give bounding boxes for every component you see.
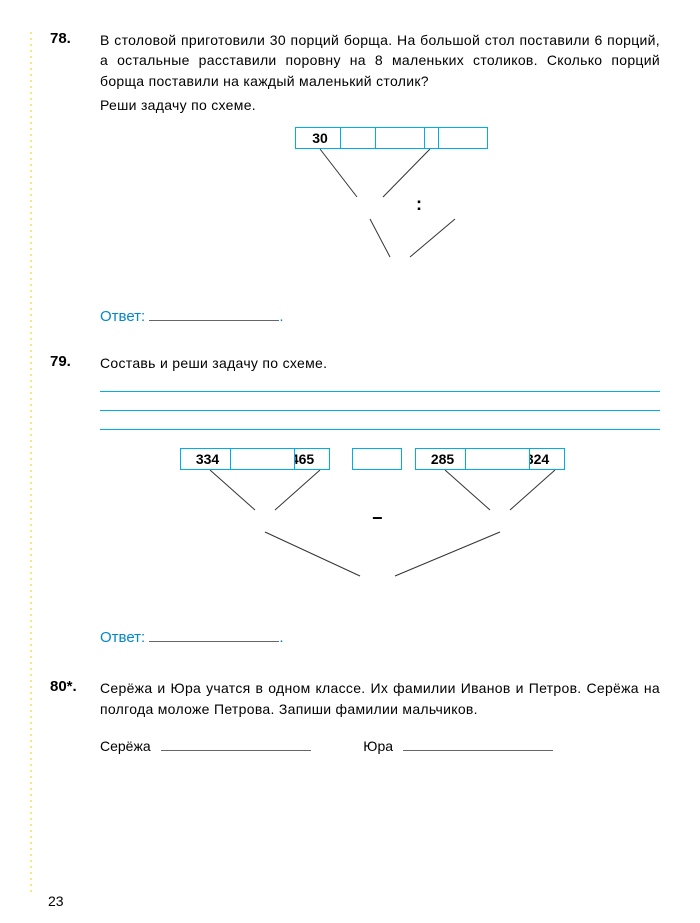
answer-blank[interactable] <box>149 628 279 642</box>
write-line-3[interactable] <box>100 429 660 430</box>
answer-row: Ответ: . <box>100 307 660 325</box>
problem-body: Серёжа и Юра учатся в одном классе. Их ф… <box>100 678 660 754</box>
diagram-78: 30 − : <box>240 127 520 297</box>
period: . <box>279 629 283 646</box>
diagram-lines <box>240 127 520 297</box>
problem-number: 79. <box>50 353 100 370</box>
name1-blank[interactable] <box>161 737 311 751</box>
problem-80: 80*. Серёжа и Юра учатся в одном классе.… <box>50 678 660 754</box>
problem-text: В столовой приготовили 30 порций борща. … <box>100 30 660 91</box>
answer-label: Ответ: <box>100 629 145 646</box>
binding-dots <box>30 30 32 893</box>
name2-label: Юра <box>363 738 393 754</box>
write-line-2[interactable] <box>100 410 660 411</box>
problem-79: 79. Составь и реши задачу по схеме. 334 … <box>50 353 660 646</box>
name2-blank[interactable] <box>403 737 553 751</box>
box-a[interactable]: 30 <box>295 127 345 149</box>
box-g[interactable] <box>352 448 402 470</box>
problem-78: 78. В столовой приготовили 30 порций бор… <box>50 30 660 325</box>
problem-number: 78. <box>50 30 100 47</box>
diagram-lines <box>160 448 600 618</box>
problem-text: Серёжа и Юра учатся в одном классе. Их ф… <box>100 678 660 719</box>
box-c[interactable]: 285 <box>415 448 470 470</box>
box-e[interactable] <box>375 127 425 149</box>
answer-row: Ответ: . <box>100 628 660 646</box>
op-divide: : <box>416 194 422 215</box>
box-e[interactable] <box>230 448 295 470</box>
box-f[interactable] <box>465 448 530 470</box>
problem-text: Составь и реши задачу по схеме. <box>100 353 660 373</box>
answer-blank[interactable] <box>149 307 279 321</box>
page-content: 78. В столовой приготовили 30 порций бор… <box>0 0 700 784</box>
box-a[interactable]: 334 <box>180 448 235 470</box>
names-row: Серёжа Юра <box>100 737 660 754</box>
op-minus: − <box>372 508 383 529</box>
problem-body: Составь и реши задачу по схеме. 334 + 46… <box>100 353 660 646</box>
answer-label: Ответ: <box>100 308 145 325</box>
problem-number: 80*. <box>50 678 100 695</box>
period: . <box>279 308 283 325</box>
diagram-79: 334 + 465 285 + 324 − <box>160 448 600 618</box>
problem-body: В столовой приготовили 30 порций борща. … <box>100 30 660 325</box>
box-d[interactable] <box>438 127 488 149</box>
scheme-label: Реши задачу по схеме. <box>100 95 660 115</box>
name1-label: Серёжа <box>100 738 151 754</box>
write-line-1[interactable] <box>100 391 660 392</box>
page-number: 23 <box>48 893 64 909</box>
